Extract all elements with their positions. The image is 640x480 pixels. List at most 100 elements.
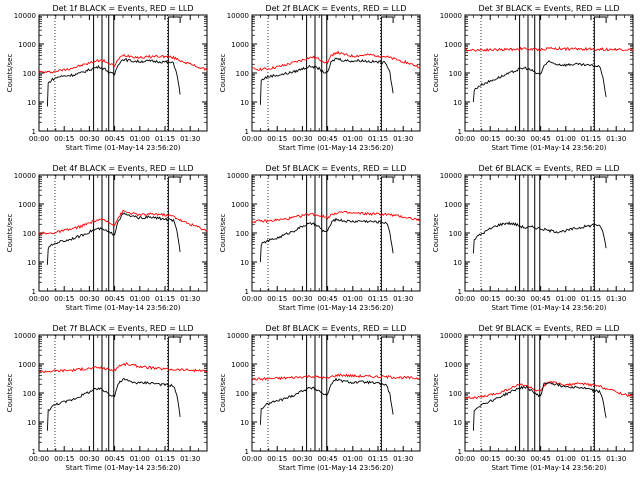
x-tick-label: 01:30 (393, 295, 413, 303)
y-tick-label: 1 (32, 128, 36, 136)
x-tick-label: 00:45 (105, 295, 125, 303)
x-axis-label: Start Time (01-May-14 23:56:20) (491, 304, 606, 312)
plot-frame (464, 14, 634, 132)
chart-panel-2: Det 2f BLACK = Events, RED = LLD Counts/s… (219, 4, 421, 152)
y-axis-label: Counts/sec (219, 54, 227, 93)
x-tick-label: 00:45 (105, 135, 125, 143)
series-line-events (259, 377, 394, 425)
x-tick-label: 00:15 (54, 295, 74, 303)
x-tick-label: 00:15 (54, 455, 74, 463)
series-line-events (46, 57, 181, 107)
x-tick-label: 00:30 (292, 455, 312, 463)
chart-panel-4: Det 4f BLACK = Events, RED = LLD Counts/s… (6, 164, 208, 312)
y-tick-label: 1000 (231, 361, 249, 369)
x-tick-label: 01:15 (155, 135, 175, 143)
y-tick-label: 10000 (227, 172, 249, 180)
y-tick-label: 1000 (18, 361, 36, 369)
series-line-events (472, 221, 607, 254)
x-axis-label: Start Time (01-May-14 23:56:20) (491, 464, 606, 472)
y-axis-label: Counts/sec (432, 54, 440, 93)
interval-bracket (167, 336, 181, 451)
y-axis-label: Counts/sec (6, 214, 14, 253)
y-tick-label: 1 (458, 288, 462, 296)
interval-bracket (593, 336, 607, 451)
x-tick-label: 00:15 (480, 455, 500, 463)
y-tick-label: 1 (32, 448, 36, 456)
x-tick-label: 00:30 (79, 135, 99, 143)
x-tick-label: 01:30 (393, 455, 413, 463)
chart-panel-8: Det 8f BLACK = Events, RED = LLD Counts/s… (219, 324, 421, 472)
interval-bracket (380, 336, 394, 451)
x-tick-label: 01:00 (130, 135, 150, 143)
series-line-lld (38, 362, 208, 374)
x-tick-label: 00:00 (455, 295, 475, 303)
x-axis-label: Start Time (01-May-14 23:56:20) (278, 144, 393, 152)
plot-frame (251, 174, 421, 292)
chart-panel-7: Det 7f BLACK = Events, RED = LLD Counts/s… (6, 324, 208, 472)
x-tick-label: 01:30 (393, 135, 413, 143)
y-axis-label: Counts/sec (219, 214, 227, 253)
interval-bracket (167, 16, 181, 131)
y-axis-label: Counts/sec (6, 374, 14, 413)
series-line-events (259, 217, 394, 263)
x-tick-label: 01:30 (606, 295, 626, 303)
x-tick-label: 00:00 (242, 135, 262, 143)
x-tick-label: 00:15 (267, 455, 287, 463)
plot-frame (38, 334, 208, 452)
interval-bracket (380, 16, 394, 131)
y-tick-label: 100 (236, 230, 249, 238)
y-tick-label: 100 (449, 230, 462, 238)
plot-frame (251, 14, 421, 132)
y-tick-label: 1000 (18, 201, 36, 209)
interval-bracket (380, 176, 394, 291)
x-tick-label: 00:30 (292, 135, 312, 143)
x-tick-label: 00:15 (54, 135, 74, 143)
x-tick-label: 00:30 (292, 295, 312, 303)
y-tick-label: 10 (453, 419, 462, 427)
y-axis-label: Counts/sec (432, 374, 440, 413)
chart-title: Det 1f BLACK = Events, RED = LLD (52, 4, 193, 13)
x-tick-label: 00:30 (505, 295, 525, 303)
x-tick-label: 01:15 (581, 295, 601, 303)
x-axis-label: Start Time (01-May-14 23:56:20) (491, 144, 606, 152)
x-tick-label: 01:00 (556, 295, 576, 303)
x-tick-label: 00:00 (242, 455, 262, 463)
y-tick-label: 10 (27, 99, 36, 107)
x-tick-label: 01:15 (368, 135, 388, 143)
chart-panel-5: Det 5f BLACK = Events, RED = LLD Counts/s… (219, 164, 421, 312)
x-tick-label: 01:00 (130, 455, 150, 463)
chart-panel-3: Det 3f BLACK = Events, RED = LLD Counts/s… (432, 4, 634, 152)
series-line-events (472, 382, 607, 431)
y-tick-label: 10000 (440, 332, 462, 340)
x-tick-label: 00:15 (267, 295, 287, 303)
y-tick-label: 1000 (18, 41, 36, 49)
y-tick-label: 1 (32, 288, 36, 296)
x-tick-label: 00:00 (29, 295, 49, 303)
y-tick-label: 100 (236, 390, 249, 398)
x-tick-label: 00:00 (29, 455, 49, 463)
y-tick-label: 1000 (231, 41, 249, 49)
y-tick-label: 100 (23, 390, 36, 398)
y-tick-label: 10000 (14, 12, 36, 20)
y-tick-label: 10000 (14, 332, 36, 340)
x-axis-label: Start Time (01-May-14 23:56:20) (65, 464, 180, 472)
x-tick-label: 00:30 (505, 455, 525, 463)
x-tick-label: 01:30 (606, 135, 626, 143)
y-tick-label: 10 (453, 259, 462, 267)
chart-title: Det 3f BLACK = Events, RED = LLD (478, 4, 619, 13)
plot-frame (464, 334, 634, 452)
x-tick-label: 01:15 (155, 455, 175, 463)
x-tick-label: 01:30 (606, 455, 626, 463)
plot-frame (464, 174, 634, 292)
x-tick-label: 01:00 (556, 455, 576, 463)
series-line-lld (38, 53, 208, 74)
interval-bracket (593, 16, 607, 131)
y-tick-label: 10000 (440, 12, 462, 20)
chart-title: Det 6f BLACK = Events, RED = LLD (478, 164, 619, 173)
chart-title: Det 2f BLACK = Events, RED = LLD (265, 4, 406, 13)
x-tick-label: 01:00 (343, 455, 363, 463)
x-axis-label: Start Time (01-May-14 23:56:20) (278, 464, 393, 472)
x-tick-label: 01:00 (556, 135, 576, 143)
y-tick-label: 100 (449, 70, 462, 78)
x-tick-label: 00:45 (531, 455, 551, 463)
